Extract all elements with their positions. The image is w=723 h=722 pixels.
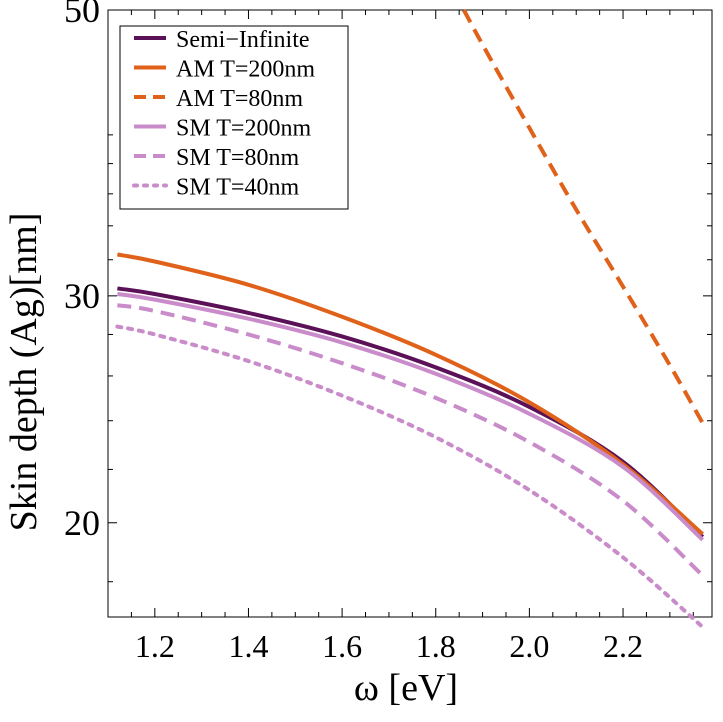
- series-line-1: [116, 252, 704, 536]
- series-line-4: [117, 303, 705, 577]
- x-tick-label: 1.6: [322, 628, 362, 664]
- series-line-5: [115, 324, 705, 630]
- legend-label-5: SM T=40nm: [176, 175, 299, 201]
- x-tick-label: 1.2: [135, 628, 175, 664]
- legend-label-2: AM T=80nm: [176, 86, 303, 112]
- y-tick-label: 50: [64, 0, 100, 30]
- legend-label-3: SM T=200nm: [176, 116, 311, 142]
- legend-label-0: Semi−Infinite: [176, 27, 310, 53]
- series-line-0: [117, 286, 705, 539]
- tick-labels: 1.2 1.4 1.6 1.8 2.0 2.2 20 30 50: [64, 0, 643, 664]
- legend-label-4: SM T=80nm: [176, 145, 299, 171]
- x-tick-label: 1.8: [416, 628, 456, 664]
- y-axis-label: Skin depth (Ag)[nm]: [3, 213, 45, 532]
- axes: [107, 9, 713, 618]
- series-lines: [115, 9, 705, 630]
- x-tick-label: 2.0: [509, 628, 549, 664]
- series-line-3: [117, 292, 704, 542]
- series-line-2: [462, 9, 705, 425]
- x-tick-label: 1.4: [228, 628, 268, 664]
- legend-box: [119, 25, 349, 210]
- legend-label-1: AM T=200nm: [176, 57, 315, 83]
- legend: Semi−Infinite AM T=200nm AM T=80nm SM T=200…: [119, 25, 349, 210]
- plot-frame: [107, 9, 713, 618]
- x-tick-label: 2.2: [603, 628, 643, 664]
- x-axis-label: ω [eV]: [354, 667, 458, 709]
- y-tick-label: 20: [64, 503, 100, 543]
- y-tick-label: 30: [64, 276, 100, 316]
